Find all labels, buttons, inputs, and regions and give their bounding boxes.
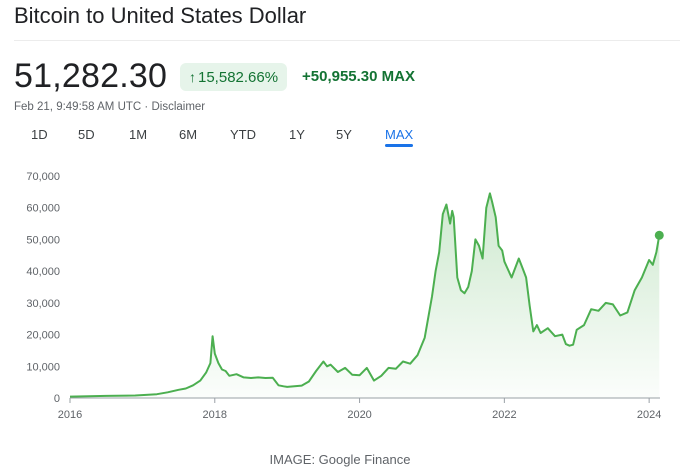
- image-caption: IMAGE: Google Finance: [269, 452, 411, 467]
- y-tick-label: 0: [54, 393, 60, 405]
- y-tick-label: 40,000: [26, 266, 60, 278]
- tab-1m[interactable]: 1M: [129, 127, 148, 142]
- latest-price-point: [654, 230, 664, 240]
- tab-1y[interactable]: 1Y: [289, 127, 305, 142]
- x-tick-label: 2016: [58, 409, 82, 421]
- active-tab-indicator: [385, 144, 414, 147]
- y-axis: 70,000 60,000 50,000 40,000 30,000 20,000 10,0…: [26, 171, 60, 405]
- y-tick-label: 70,000: [26, 171, 60, 183]
- tab-5y[interactable]: 5Y: [336, 127, 352, 142]
- y-tick-label: 50,000: [26, 234, 60, 246]
- current-price: 51,282.30: [14, 57, 168, 95]
- price-line: [69, 192, 661, 398]
- x-tick-label: 2024: [637, 409, 661, 421]
- price-area: [70, 193, 660, 398]
- y-tick-label: 20,000: [26, 330, 60, 342]
- x-tick-label: 2022: [492, 409, 516, 421]
- page-title: Bitcoin to United States Dollar: [14, 3, 307, 28]
- x-tick-label: 2020: [347, 409, 371, 421]
- change-absolute: +50,955.30 MAX: [302, 63, 415, 91]
- change-range-label: MAX: [381, 68, 416, 85]
- tab-max[interactable]: MAX: [385, 127, 414, 147]
- x-axis: 2016 2018 2020 2022 2024: [58, 397, 661, 421]
- quote-timestamp: Feb 21, 9:49:58 AM UTC: [14, 101, 142, 113]
- y-tick-label: 30,000: [26, 298, 60, 310]
- arrow-up-icon: ↑: [189, 69, 196, 85]
- disclaimer-link[interactable]: Disclaimer: [151, 101, 206, 113]
- range-tabs: 1D 5D 1M 6M YTD 1Y 5Y MAX: [0, 127, 680, 151]
- change-absolute-value: +50,955.30: [302, 68, 378, 85]
- quote-meta: Feb 21, 9:49:58 AM UTC · Disclaimer: [14, 101, 205, 113]
- change-percent-badge: ↑ 15,582.66%: [180, 63, 288, 91]
- y-tick-label: 60,000: [26, 203, 60, 215]
- change-percent-value: 15,582.66%: [198, 69, 279, 86]
- tab-1d[interactable]: 1D: [31, 127, 48, 142]
- meta-separator: ·: [144, 101, 149, 113]
- price-chart[interactable]: 70,000 60,000 50,000 40,000 30,000 20,000 10,0…: [0, 160, 680, 430]
- y-tick-label: 10,000: [26, 361, 60, 373]
- tab-6m[interactable]: 6M: [179, 127, 198, 142]
- header-divider: [14, 40, 680, 41]
- x-tick-label: 2018: [203, 409, 227, 421]
- tab-max-label: MAX: [385, 127, 414, 142]
- tab-ytd[interactable]: YTD: [230, 127, 256, 142]
- tab-5d[interactable]: 5D: [78, 127, 95, 142]
